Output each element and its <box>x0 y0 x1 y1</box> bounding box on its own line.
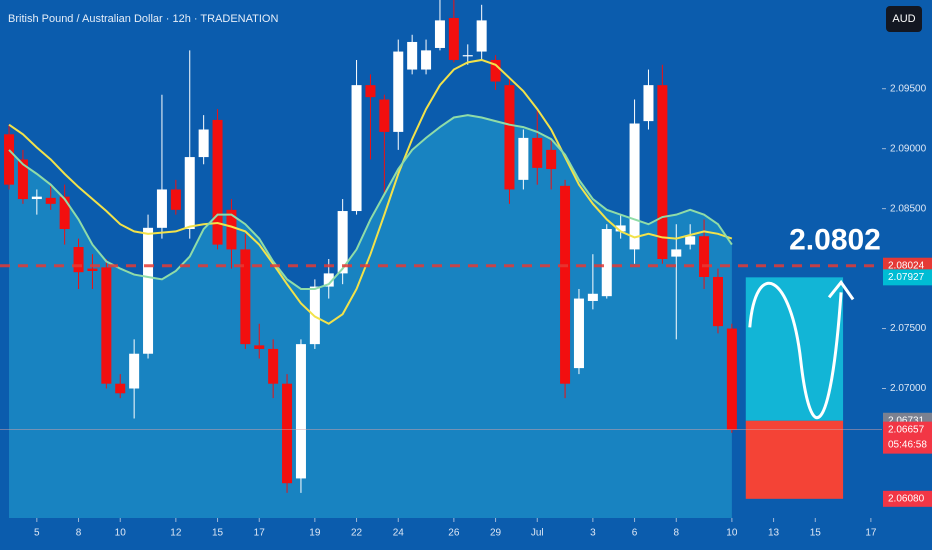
candle-body <box>365 85 376 98</box>
candle-body <box>4 134 15 185</box>
projection-wave <box>748 281 843 420</box>
x-tick-label: 17 <box>865 528 877 539</box>
candle-body <box>587 293 598 301</box>
candle-body <box>59 196 70 230</box>
x-tick-label: 13 <box>768 528 780 539</box>
price-label-bg <box>883 490 932 507</box>
candle-body <box>490 59 501 82</box>
ma-area <box>9 115 732 518</box>
candle-body <box>115 383 126 394</box>
candle-body <box>31 196 42 200</box>
candle-body <box>282 383 293 484</box>
countdown-label: 05:46:58 <box>888 439 927 450</box>
x-tick-label: 8 <box>673 528 679 539</box>
ma-line <box>8 114 733 290</box>
price-label: 2.06080 <box>888 493 925 504</box>
x-tick-label: 6 <box>632 528 638 539</box>
currency-badge <box>886 6 922 32</box>
x-tick-label: 26 <box>448 528 460 539</box>
candle-body <box>295 344 306 479</box>
x-tick-label: Jul <box>531 528 544 539</box>
candle-body <box>393 51 404 132</box>
candle-body <box>532 137 543 168</box>
candle-body <box>184 157 195 230</box>
stop-zone <box>745 420 844 499</box>
resistance-price-label: 2.08024 <box>888 260 925 271</box>
candle-body <box>379 99 390 132</box>
candle-body <box>657 85 668 259</box>
candle-body <box>45 197 56 204</box>
x-tick-label: 5 <box>34 528 40 539</box>
x-tick-label: 15 <box>810 528 822 539</box>
x-tick-label: 17 <box>254 528 266 539</box>
candle-body <box>671 249 682 257</box>
candle-body <box>629 123 640 250</box>
candle-body <box>170 189 181 210</box>
x-tick-label: 29 <box>490 528 502 539</box>
x-tick-label: 12 <box>170 528 182 539</box>
x-tick-label: 15 <box>212 528 224 539</box>
last-price-bg <box>883 421 932 454</box>
candle-body <box>101 267 112 384</box>
target-label: 2.0802 <box>789 224 881 257</box>
candle-body <box>323 273 334 287</box>
candle-body <box>240 249 251 345</box>
candle-body <box>712 276 723 327</box>
candle-body <box>143 227 154 354</box>
ma-line <box>8 58 733 325</box>
candle-body <box>156 189 167 228</box>
candle-body <box>643 85 654 122</box>
candle-body <box>129 353 140 389</box>
candle-body <box>685 236 696 245</box>
candle-body <box>504 85 515 190</box>
price-label: 2.07927 <box>888 272 925 283</box>
currency-label: AUD <box>892 13 915 25</box>
candle-body <box>73 247 84 273</box>
candle-body <box>462 55 473 57</box>
candle-body <box>254 345 265 349</box>
candle-body <box>226 209 237 250</box>
candle-body <box>434 20 445 48</box>
candle-body <box>560 185 571 384</box>
x-tick-label: 24 <box>393 528 405 539</box>
y-tick-label: 2.07500 <box>890 323 927 334</box>
candle-body <box>87 268 98 271</box>
candle-body <box>421 50 432 70</box>
x-tick-label: 10 <box>115 528 127 539</box>
x-tick-label: 10 <box>726 528 738 539</box>
x-tick-label: 3 <box>590 528 596 539</box>
candle-body <box>546 149 557 170</box>
price-label: 2.06731 <box>888 415 925 426</box>
y-tick-label: 2.07000 <box>890 383 927 394</box>
chart-title: British Pound / Australian Dollar · 12h … <box>8 13 278 25</box>
candle-body <box>198 129 209 158</box>
candle-body <box>337 211 348 274</box>
candle-body <box>601 229 612 297</box>
candle-body <box>407 41 418 70</box>
x-tick-label: 19 <box>309 528 321 539</box>
y-tick-label: 2.08500 <box>890 203 927 214</box>
candle-body <box>448 17 459 60</box>
candle-body <box>351 85 362 212</box>
candle-body <box>476 20 487 52</box>
candle-body <box>573 298 584 369</box>
candle-body <box>268 348 279 384</box>
candle-body <box>17 159 28 200</box>
candle-body <box>699 236 710 277</box>
candle-body <box>615 225 626 232</box>
candle-body <box>518 137 529 180</box>
x-tick-label: 22 <box>351 528 363 539</box>
plot-area <box>0 0 882 518</box>
y-tick-label: 2.09000 <box>890 143 927 154</box>
price-label-bg <box>883 269 932 286</box>
projection-arrow <box>827 279 855 301</box>
candle-body <box>726 328 737 430</box>
x-tick-label: 8 <box>76 528 82 539</box>
y-tick-label: 2.09500 <box>890 83 927 94</box>
last-price-label: 2.06657 <box>888 424 925 435</box>
candle-body <box>212 119 223 245</box>
